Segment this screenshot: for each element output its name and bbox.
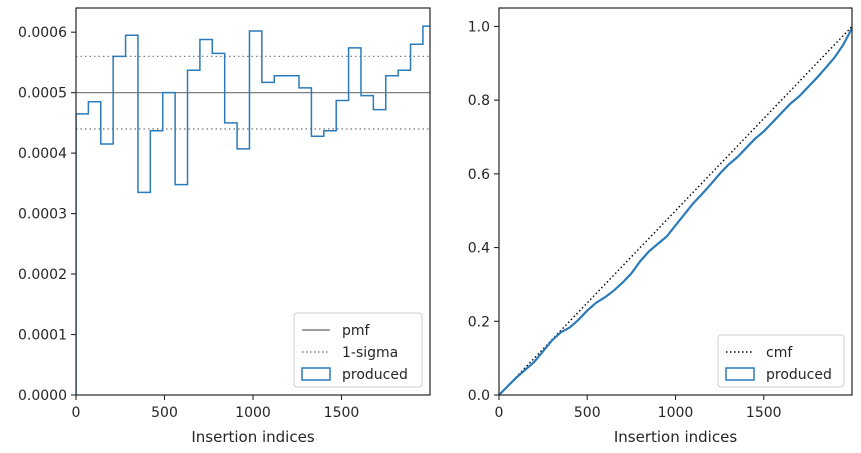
- legend: cmf produced: [717, 334, 845, 388]
- y-tick-label: 0.0: [468, 388, 490, 404]
- y-tick-label: 0.0002: [18, 267, 67, 283]
- x-tick-label: 1500: [324, 405, 360, 421]
- x-tick-label: 500: [151, 405, 178, 421]
- x-tick-label: 0: [72, 405, 81, 421]
- legend-label-pmf: pmf: [342, 323, 371, 339]
- legend-box: [717, 334, 845, 388]
- y-tick-label: 1.0: [468, 19, 490, 35]
- y-tick-label: 0.0005: [18, 86, 67, 102]
- y-tick-label: 0.0006: [18, 25, 67, 41]
- y-tick-label: 0.0001: [18, 328, 67, 344]
- y-tick-label: 0.0004: [18, 146, 67, 162]
- legend-label-produced: produced: [342, 367, 408, 383]
- x-tick-label: 1000: [235, 405, 271, 421]
- legend-handle-produced: [301, 367, 331, 381]
- y-tick-label: 0.0003: [18, 207, 67, 223]
- legend-label-produced: produced: [766, 367, 832, 383]
- y-tick-label: 0.0000: [18, 388, 67, 404]
- chart-panel-1: 0 500 1000 1500 0.0000 0.0001 0.0002 0.0003 0.00…: [18, 7, 431, 446]
- y-tick-label: 0.2: [468, 314, 490, 330]
- y-tick-label: 0.8: [468, 93, 490, 109]
- legend-label-cmf: cmf: [766, 345, 793, 361]
- x-tick-label: 0: [495, 405, 504, 421]
- series-produced: [498, 27, 853, 396]
- x-tick-label: 1500: [746, 405, 782, 421]
- x-tick-label: 1000: [658, 405, 694, 421]
- y-tick-label: 0.6: [468, 167, 490, 183]
- legend-handle-produced: [725, 367, 755, 381]
- series-produced: [76, 25, 430, 395]
- legend-label-1-sigma: 1-sigma: [342, 345, 398, 361]
- x-axis-label: Insertion indices: [614, 428, 737, 446]
- y-tick-label: 0.4: [468, 241, 490, 257]
- chart-panel-2: 0 500 1000 1500 0.0 0.2 0.4 0.6 0.8 1.0 Insertion …: [468, 7, 853, 446]
- legend: pmf 1-sigma produced: [293, 312, 423, 388]
- x-axis-label: Insertion indices: [191, 428, 314, 446]
- x-tick-label: 500: [574, 405, 601, 421]
